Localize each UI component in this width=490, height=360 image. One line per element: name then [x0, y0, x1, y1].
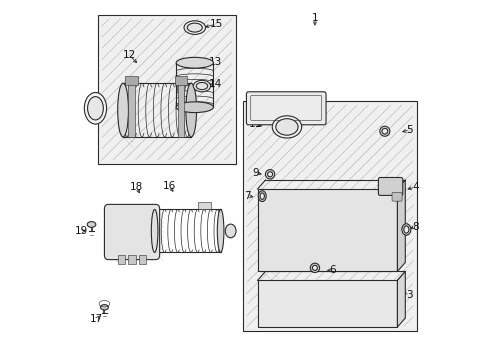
Ellipse shape — [87, 222, 96, 227]
Text: 12: 12 — [123, 50, 136, 60]
Text: 14: 14 — [209, 79, 222, 89]
Text: 19: 19 — [75, 226, 88, 236]
Ellipse shape — [151, 210, 158, 252]
Bar — [258, 280, 397, 327]
Ellipse shape — [225, 224, 236, 238]
Bar — [178, 83, 184, 137]
Text: 4: 4 — [412, 182, 418, 192]
FancyBboxPatch shape — [378, 177, 403, 195]
Bar — [125, 76, 138, 85]
Text: 6: 6 — [330, 265, 336, 275]
Text: 17: 17 — [90, 314, 103, 324]
Bar — [128, 255, 136, 264]
Text: 1: 1 — [312, 13, 318, 23]
Bar — [258, 189, 397, 271]
Bar — [98, 15, 236, 164]
Bar — [243, 101, 417, 330]
Ellipse shape — [184, 21, 205, 35]
Text: 3: 3 — [407, 290, 413, 300]
Ellipse shape — [88, 96, 103, 120]
Text: 8: 8 — [412, 222, 418, 231]
Ellipse shape — [176, 102, 214, 113]
Ellipse shape — [268, 172, 272, 177]
Polygon shape — [397, 180, 405, 271]
Bar — [197, 202, 211, 210]
Ellipse shape — [118, 83, 128, 137]
Ellipse shape — [176, 57, 214, 68]
Ellipse shape — [258, 191, 266, 202]
Bar — [118, 255, 125, 264]
Text: 7: 7 — [245, 191, 251, 201]
Ellipse shape — [276, 119, 298, 135]
Ellipse shape — [380, 126, 390, 136]
Text: 9: 9 — [252, 168, 259, 178]
Text: 11: 11 — [249, 120, 262, 129]
Bar — [174, 76, 188, 85]
Ellipse shape — [266, 170, 275, 179]
Ellipse shape — [194, 80, 211, 92]
Ellipse shape — [313, 265, 318, 270]
Ellipse shape — [187, 23, 202, 32]
Text: 15: 15 — [210, 19, 223, 29]
Text: 16: 16 — [163, 181, 176, 192]
FancyBboxPatch shape — [392, 193, 402, 201]
Text: 2: 2 — [249, 96, 255, 106]
Ellipse shape — [218, 210, 224, 252]
Text: 5: 5 — [407, 125, 413, 135]
FancyBboxPatch shape — [104, 204, 160, 260]
Text: 10: 10 — [92, 103, 105, 113]
Ellipse shape — [260, 193, 265, 199]
Ellipse shape — [402, 224, 411, 235]
Ellipse shape — [84, 93, 107, 124]
Ellipse shape — [272, 116, 302, 138]
Bar — [128, 83, 135, 137]
Ellipse shape — [100, 305, 108, 310]
Ellipse shape — [382, 129, 388, 134]
Ellipse shape — [404, 226, 409, 233]
Text: 13: 13 — [209, 57, 222, 67]
Ellipse shape — [186, 83, 196, 137]
Bar — [139, 255, 147, 264]
Text: 18: 18 — [130, 182, 143, 192]
Polygon shape — [397, 271, 405, 327]
FancyBboxPatch shape — [246, 92, 326, 125]
Ellipse shape — [310, 263, 319, 273]
Ellipse shape — [196, 82, 208, 90]
